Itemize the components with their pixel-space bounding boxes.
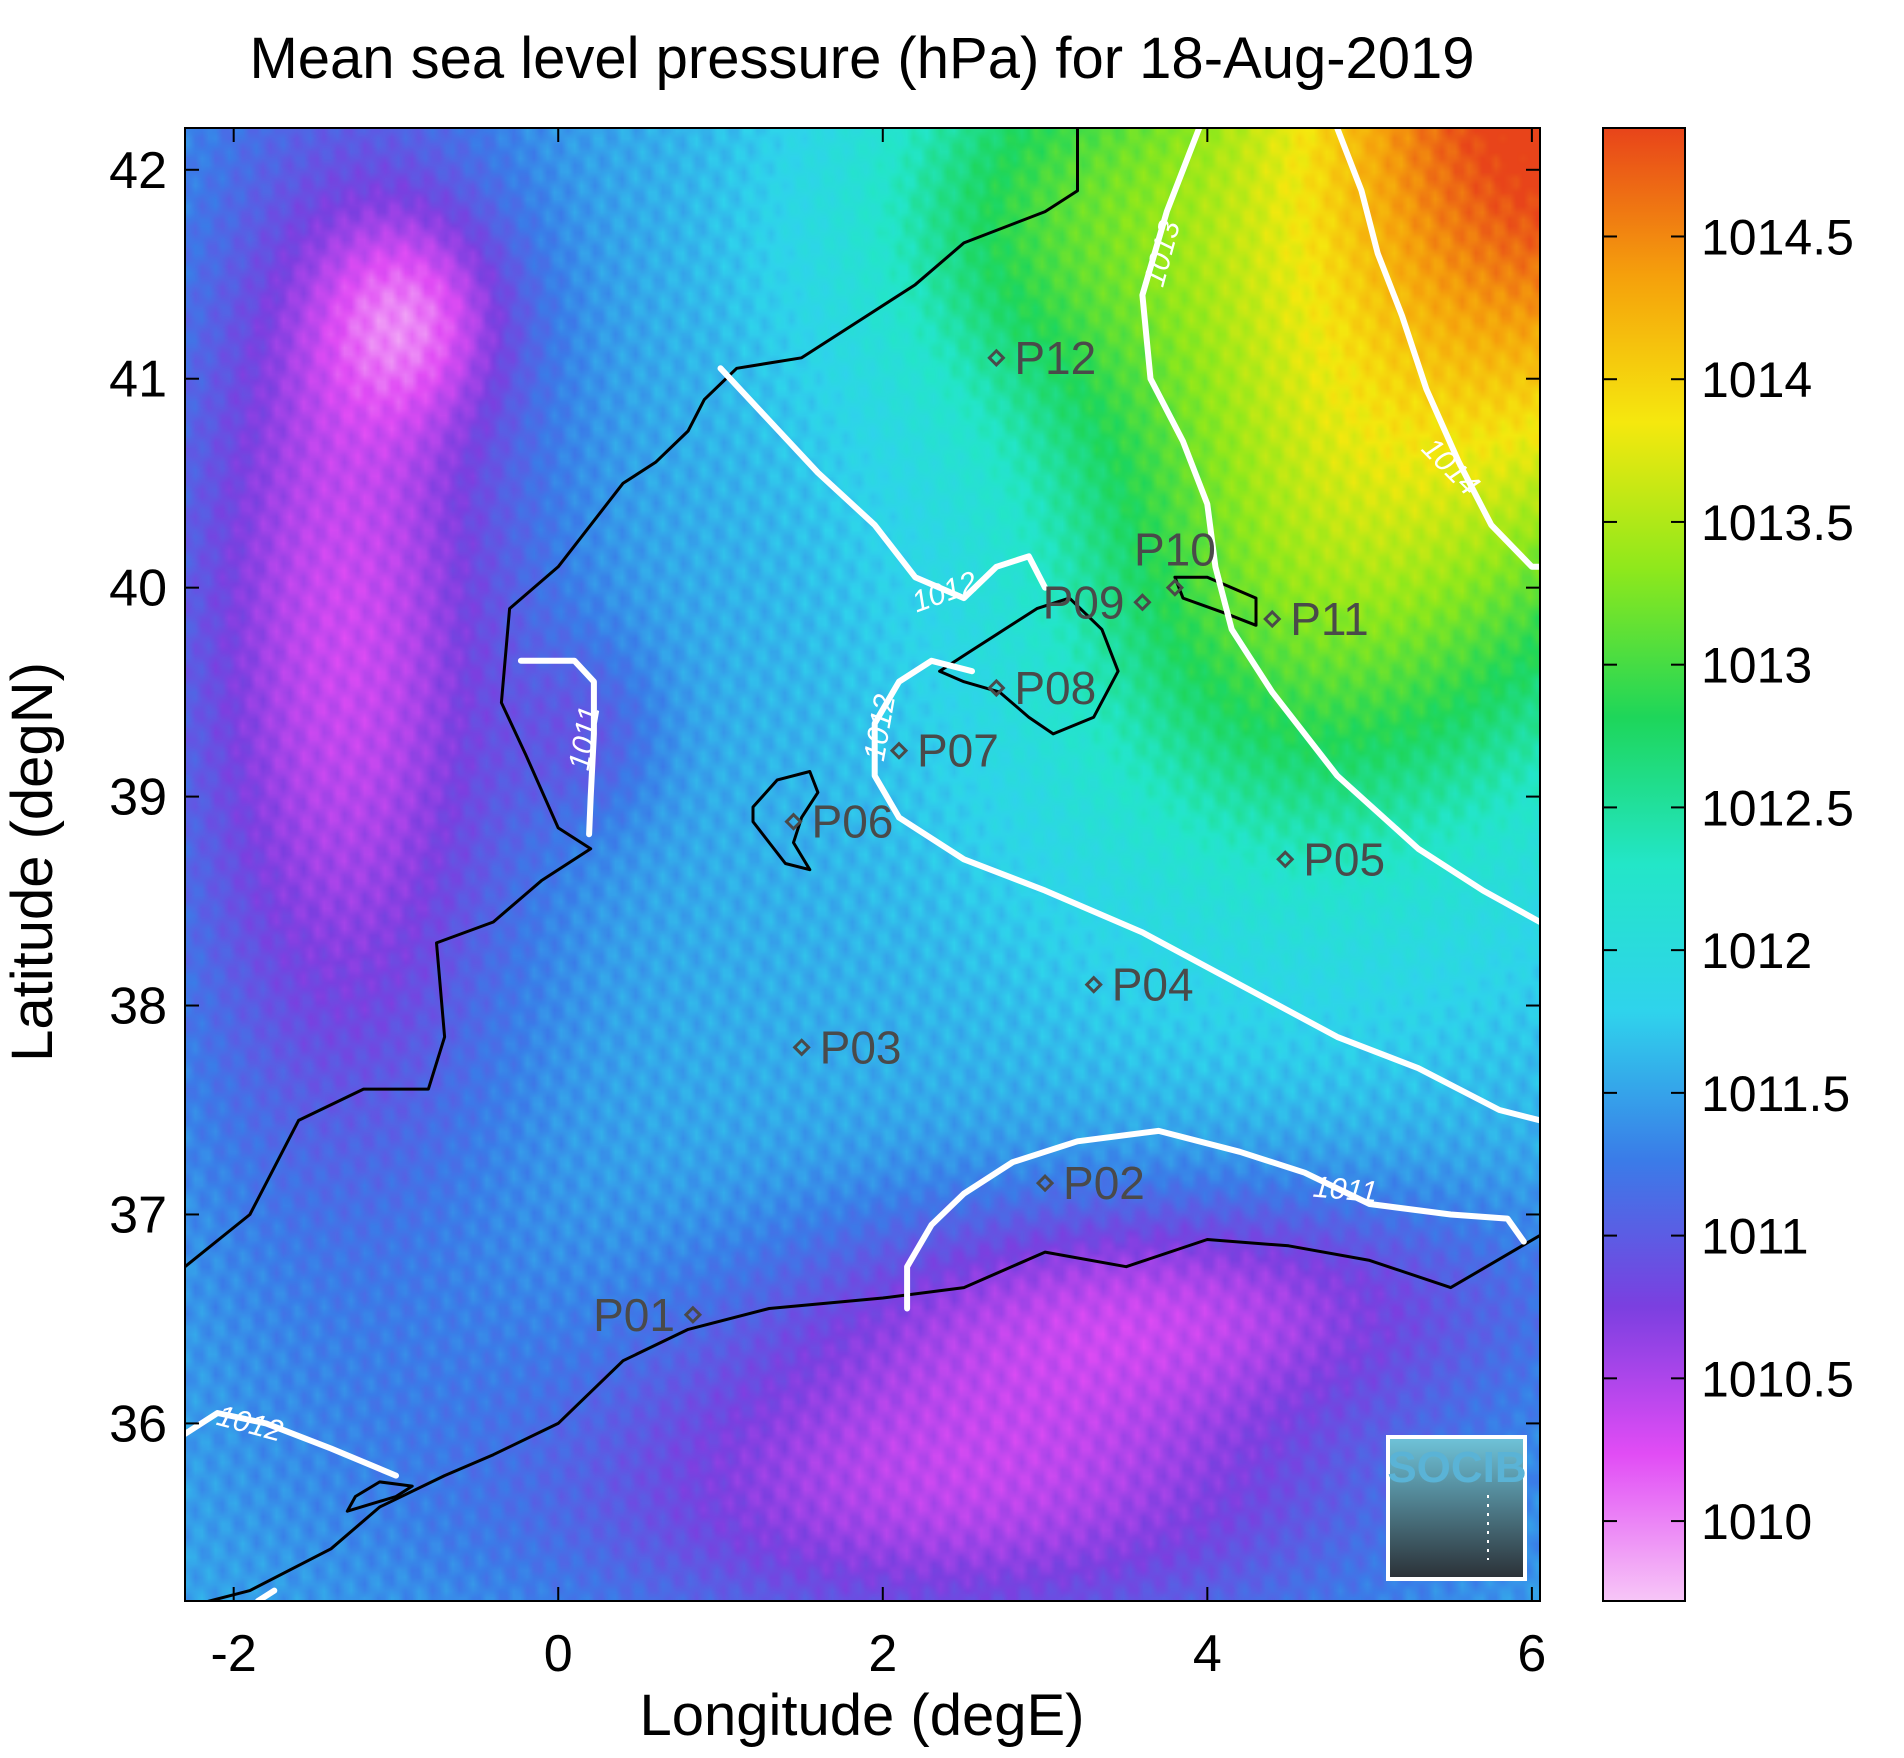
pressure-field-heatmap (185, 128, 1540, 1601)
y-tick-label: 40 (109, 560, 167, 618)
station-label: P12 (1014, 332, 1096, 384)
station-marker (792, 1038, 811, 1057)
y-tick-label: 42 (109, 142, 167, 200)
y-tick-label: 36 (109, 1395, 167, 1453)
colorbar-tick-label: 1014 (1701, 352, 1812, 408)
station-marker (987, 348, 1006, 367)
station-marker (784, 812, 803, 831)
colorbar-ticks: 1010 1010.5 1011 1011.5 1012 1012.5 1013 1013.5… (1603, 209, 1854, 1550)
station-label: P01 (593, 1289, 675, 1341)
colorbar-fill (1602, 127, 1686, 1602)
coastline (185, 128, 1079, 1268)
colorbar-tick-label: 1012 (1701, 923, 1812, 979)
station-label: P06 (812, 796, 894, 848)
station-label: P09 (1043, 576, 1125, 628)
station-label: P04 (1112, 959, 1194, 1011)
contour-label: 1011 (1312, 1171, 1379, 1209)
y-axis-label: Latitude (degN) (0, 662, 65, 1062)
chart-title: Mean sea level pressure (hPa) for 18-Aug… (249, 26, 1474, 91)
x-tick-label: 6 (1517, 1625, 1546, 1683)
socib-logo: SOCIB (1386, 1435, 1527, 1581)
colorbar-tick-label: 1010 (1701, 1494, 1812, 1550)
colorbar-tick-label: 1013.5 (1701, 495, 1854, 551)
x-tick-label: 0 (544, 1625, 573, 1683)
station-marker (1263, 609, 1282, 629)
station-label: P03 (820, 1021, 902, 1073)
station-marker (1084, 975, 1103, 994)
colorbar-tick-label: 1011.5 (1701, 1066, 1850, 1122)
y-tick-label: 41 (109, 351, 167, 409)
contour-line-1012 (185, 1410, 399, 1479)
station-marker (987, 678, 1006, 698)
plot-frame (184, 127, 1541, 1602)
y-tick-label: 38 (109, 978, 167, 1036)
colorbar-tick-label: 1014.5 (1701, 209, 1854, 265)
station-marker (683, 1305, 703, 1324)
x-axis-ticks: -2 0 2 4 6 (211, 128, 1546, 1683)
island-outline (751, 770, 820, 872)
station-marker (1165, 578, 1185, 597)
coastline (203, 1234, 1540, 1601)
station-label: P08 (1014, 662, 1096, 714)
contour-line-1011 (904, 1127, 1527, 1312)
station-label: P07 (917, 725, 999, 777)
x-axis-label: Longitude (degE) (640, 1683, 1085, 1748)
station-label: P10 (1134, 524, 1216, 576)
x-tick-label: 2 (868, 1625, 897, 1683)
contour-line-1012 (255, 1587, 278, 1601)
y-tick-label: 39 (109, 769, 167, 827)
y-tick-label: 37 (109, 1186, 167, 1244)
station-label: P02 (1063, 1157, 1145, 1209)
station-marker (1276, 850, 1295, 869)
logo-text: SOCIB (1387, 1443, 1526, 1492)
contour-line-1012 (717, 365, 1049, 602)
colorbar-tick-label: 1010.5 (1701, 1351, 1854, 1407)
coastline-layer (185, 128, 1540, 1601)
contour-line-1014 (1334, 128, 1540, 570)
colorbar-tick-label: 1013 (1701, 638, 1812, 694)
island-outline (1173, 575, 1258, 627)
colorbar-tick-label: 1011 (1701, 1209, 1809, 1265)
contour-line-1012 (871, 657, 1540, 1124)
station-label: P05 (1303, 833, 1385, 885)
station-marker (889, 741, 909, 760)
contour-line-1013 (1139, 128, 1540, 925)
y-axis-ticks: 36 37 38 39 40 41 42 (109, 142, 1540, 1453)
station-marker (1035, 1174, 1055, 1193)
colorbar: 1010 1010.5 1011 1011.5 1012 1012.5 1013 1013.5… (1602, 127, 1854, 1602)
colorbar-tick-label: 1012.5 (1701, 780, 1854, 836)
contour-line-1011 (517, 657, 597, 838)
station-label: P11 (1290, 593, 1368, 645)
x-tick-label: -2 (211, 1625, 257, 1683)
island-outline (345, 1480, 414, 1513)
x-tick-label: 4 (1193, 1625, 1222, 1683)
station-marker (1133, 593, 1152, 612)
